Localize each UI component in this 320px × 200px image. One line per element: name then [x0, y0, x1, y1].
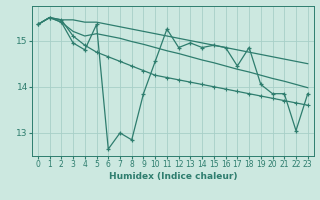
X-axis label: Humidex (Indice chaleur): Humidex (Indice chaleur) — [108, 172, 237, 181]
